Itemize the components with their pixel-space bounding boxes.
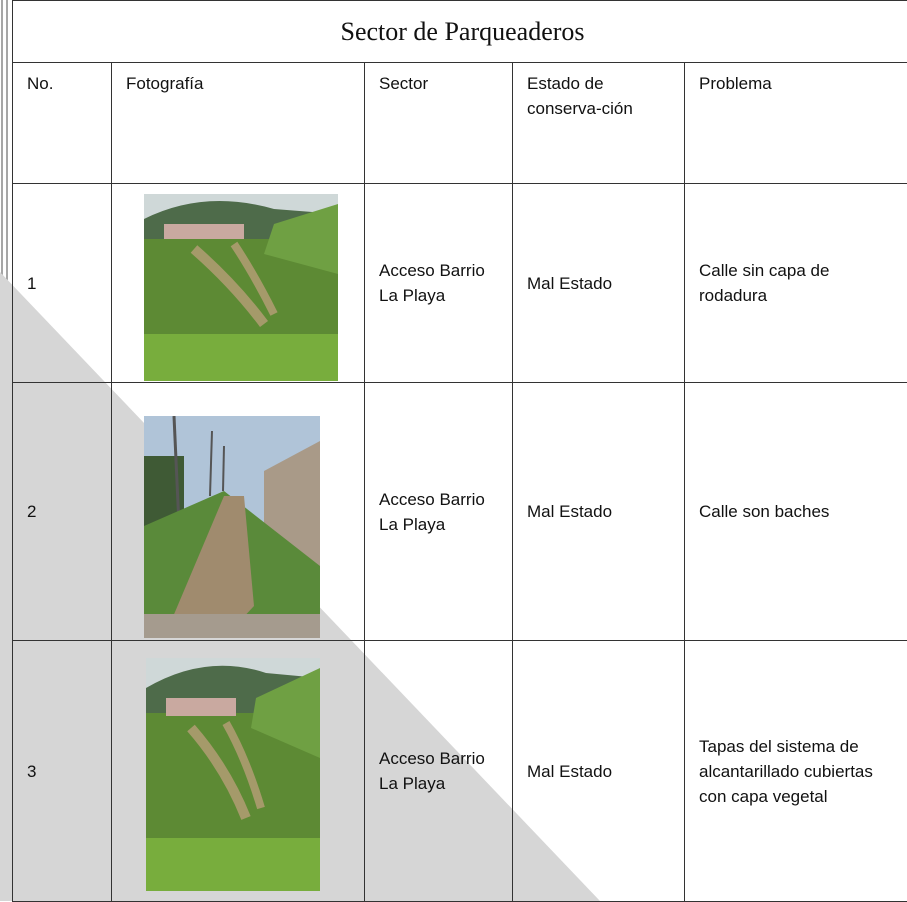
column-header: Fotografía <box>112 63 365 184</box>
document: Sector de Parqueaderos No. Fotografía Se… <box>12 0 907 901</box>
table-row: 3 Acceso Barrio La Playa Mal Estado Tapa… <box>13 641 907 902</box>
cell-status: Mal Estado <box>513 383 685 641</box>
photo-cell <box>112 383 365 641</box>
column-header: No. <box>13 63 112 184</box>
cell-number: 1 <box>13 184 112 383</box>
cell-number: 3 <box>13 641 112 902</box>
cell-status: Mal Estado <box>513 184 685 383</box>
column-header: Estado de conserva-ción <box>513 63 685 184</box>
column-header: Sector <box>365 63 513 184</box>
photo-cell <box>112 184 365 383</box>
cell-problem: Calle sin capa de rodadura <box>685 184 907 383</box>
table-row: 2 Acceso Barrio La Playa Mal Estado Call… <box>13 383 907 641</box>
title-row: Sector de Parqueaderos <box>13 1 907 63</box>
table: Sector de Parqueaderos No. Fotografía Se… <box>12 0 907 902</box>
cell-number: 2 <box>13 383 112 641</box>
cell-sector: Acceso Barrio La Playa <box>365 184 513 383</box>
cell-sector: Acceso Barrio La Playa <box>365 383 513 641</box>
cell-problem: Calle son baches <box>685 383 907 641</box>
photo <box>144 416 320 638</box>
cell-problem: Tapas del sistema de alcantarillado cubi… <box>685 641 907 902</box>
header-row: No. Fotografía Sector Estado de conserva… <box>13 63 907 184</box>
table-row: 1 Acceso Barrio La Playa Mal Estado Call… <box>13 184 907 383</box>
table-title: Sector de Parqueaderos <box>13 1 907 63</box>
column-header: Problema <box>685 63 907 184</box>
photo <box>146 658 320 891</box>
photo <box>144 194 338 381</box>
cell-status: Mal Estado <box>513 641 685 902</box>
photo-cell <box>112 641 365 902</box>
cell-sector: Acceso Barrio La Playa <box>365 641 513 902</box>
